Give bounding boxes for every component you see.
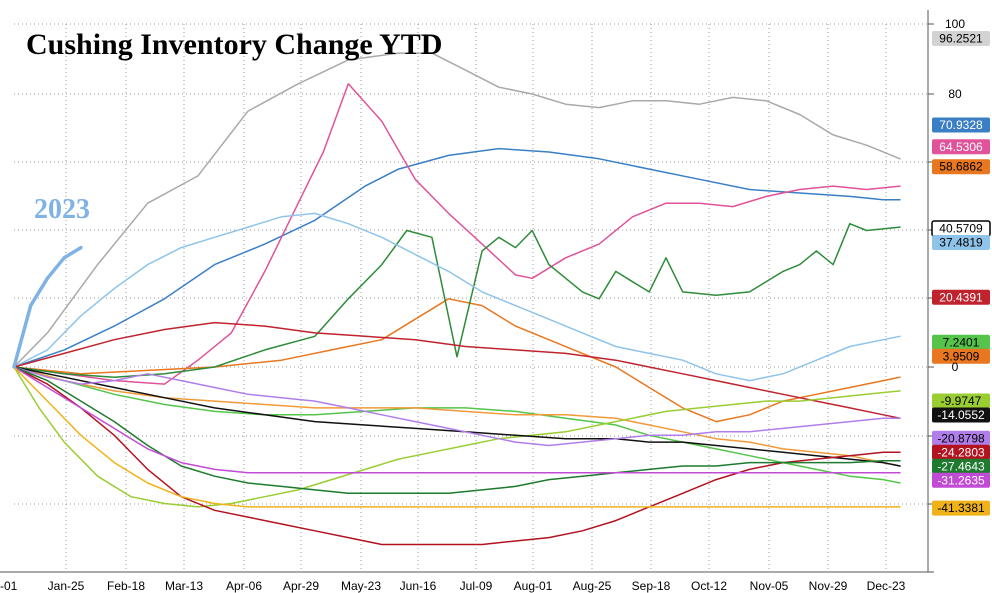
series-line bbox=[13, 321, 901, 419]
value-label-box bbox=[932, 159, 990, 175]
value-label-box bbox=[932, 117, 990, 133]
value-label-text: 58.6862 bbox=[939, 160, 983, 174]
x-tick-label: Jan-25 bbox=[48, 579, 85, 593]
value-label-box bbox=[932, 500, 990, 516]
series-line bbox=[13, 147, 901, 368]
series-line bbox=[13, 212, 901, 382]
value-label-text: -9.9747 bbox=[941, 394, 982, 408]
x-tick-label: Jul-09 bbox=[460, 579, 493, 593]
y-tick-label: 80 bbox=[948, 87, 962, 101]
value-label-box bbox=[932, 458, 990, 474]
value-label-box bbox=[932, 289, 990, 305]
value-label-text: 37.4819 bbox=[939, 236, 983, 250]
value-labels: 96.2521 70.9328 64.5306 58.6862 40.570937.48… bbox=[931, 31, 991, 516]
x-tick-label: Aug-25 bbox=[573, 579, 612, 593]
value-label-box bbox=[932, 31, 990, 47]
y-tick-label: 0 bbox=[952, 360, 959, 374]
value-label-text: -20.8798 bbox=[937, 431, 985, 445]
value-label-box bbox=[932, 407, 990, 423]
value-label-text: -24.2803 bbox=[937, 445, 985, 459]
x-tick-label: Aug-01 bbox=[514, 579, 553, 593]
series-line bbox=[13, 83, 901, 385]
series-line bbox=[13, 52, 901, 368]
x-tick-label: -01 bbox=[0, 579, 18, 593]
value-label-box bbox=[932, 430, 990, 446]
series-line bbox=[13, 366, 901, 467]
value-label-text: 7.2401 bbox=[943, 335, 980, 349]
x-tick-label: Apr-06 bbox=[226, 579, 262, 593]
series-line bbox=[13, 366, 901, 447]
x-tick-label: Feb-18 bbox=[107, 579, 145, 593]
value-label-box bbox=[932, 334, 990, 350]
value-label-box bbox=[932, 393, 990, 409]
series-line bbox=[13, 366, 901, 508]
x-tick-label: May-23 bbox=[341, 579, 381, 593]
value-label-text: 64.5306 bbox=[939, 140, 983, 154]
value-label-text: 20.4391 bbox=[939, 290, 983, 304]
value-label-text: -27.4643 bbox=[937, 459, 985, 473]
series-line bbox=[13, 366, 901, 546]
series-line bbox=[13, 366, 901, 467]
value-label-text: 96.2521 bbox=[939, 32, 983, 46]
chart-title: Cushing Inventory Change YTD bbox=[26, 28, 443, 61]
value-label-text: 3.9509 bbox=[943, 349, 980, 363]
series-line bbox=[13, 366, 901, 508]
x-tick-label: Sep-18 bbox=[632, 579, 671, 593]
value-label-box bbox=[932, 348, 990, 364]
y-tick-label: 100 bbox=[945, 17, 965, 31]
highlight-year-label: 2023 bbox=[34, 194, 90, 225]
value-label-text: 40.5709 bbox=[939, 222, 983, 236]
x-tick-label: Nov-29 bbox=[809, 579, 848, 593]
series-line bbox=[13, 298, 901, 423]
x-tick-labels: -01 Jan-25 Feb-18 Mar-13 Apr-06 Apr-29 May-23 J… bbox=[0, 579, 906, 593]
axes bbox=[0, 10, 934, 573]
value-label-text: -31.2635 bbox=[937, 473, 985, 487]
x-tick-label: Nov-05 bbox=[750, 579, 789, 593]
value-label-text: -41.3381 bbox=[937, 501, 985, 515]
value-label-text: 70.9328 bbox=[939, 118, 983, 132]
value-label-box bbox=[932, 472, 990, 488]
x-tick-label: Apr-29 bbox=[283, 579, 319, 593]
x-tick-label: Mar-13 bbox=[165, 579, 203, 593]
series-line bbox=[13, 222, 901, 378]
value-label-text: -14.0552 bbox=[937, 408, 985, 422]
x-tick-label: Oct-12 bbox=[691, 579, 727, 593]
x-tick-label: Jun-16 bbox=[400, 579, 437, 593]
x-tick-label: Dec-23 bbox=[867, 579, 906, 593]
series-lines bbox=[12, 52, 901, 546]
series-line bbox=[13, 366, 901, 474]
value-label-box bbox=[932, 139, 990, 155]
series-line-2023 bbox=[12, 245, 83, 369]
value-label-box bbox=[932, 444, 990, 460]
y-tick-labels: 100 80 0 bbox=[945, 17, 965, 374]
value-label-box bbox=[932, 235, 990, 251]
